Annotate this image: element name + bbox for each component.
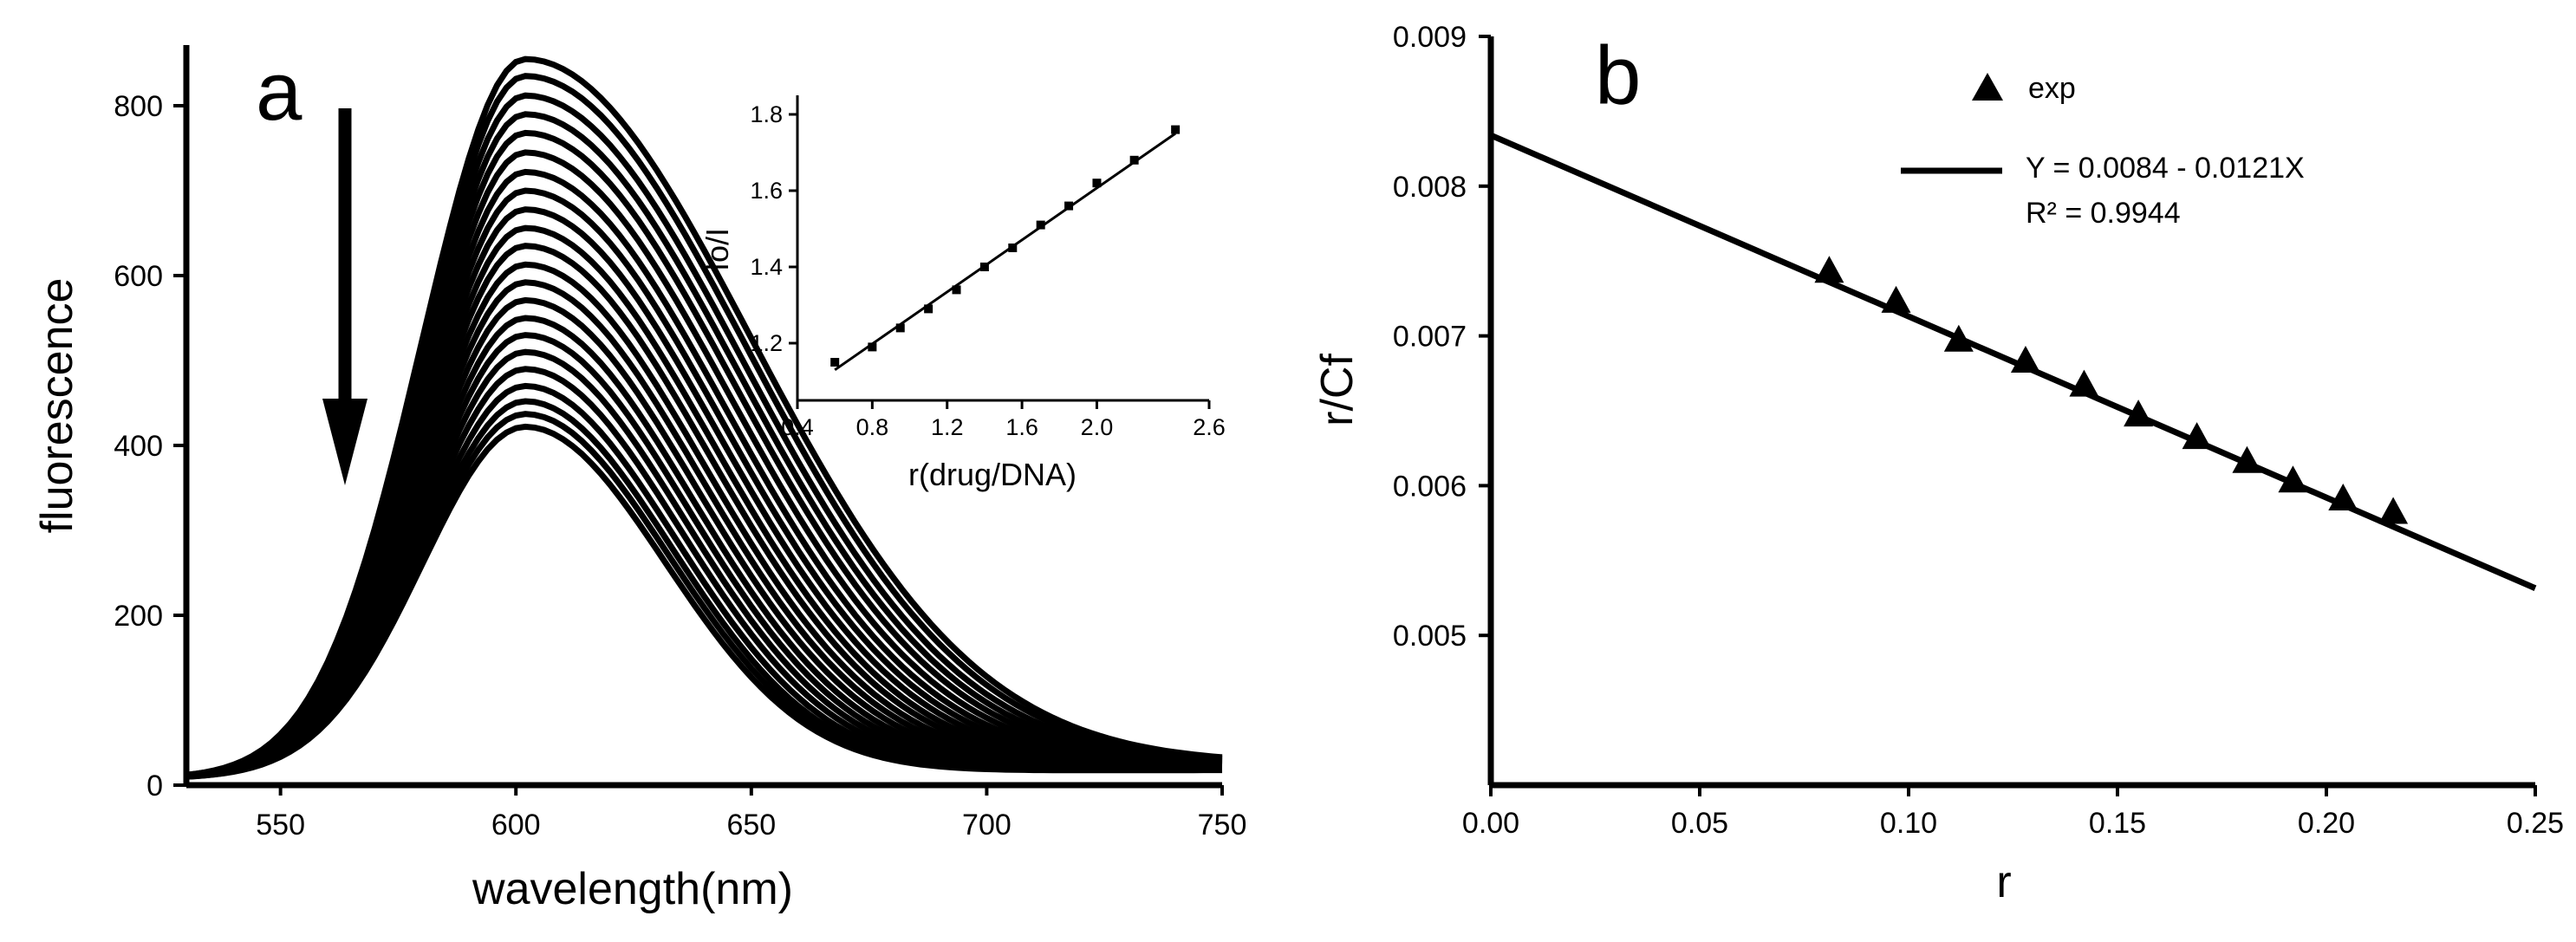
y-tick-label-b: 0.008 bbox=[1393, 171, 1467, 204]
exp-point bbox=[1943, 324, 1974, 352]
x-tick-label-a: 750 bbox=[1198, 809, 1247, 841]
inset-y-tick-label: 1.4 bbox=[750, 254, 783, 280]
exp-point bbox=[2010, 345, 2040, 373]
inset-y-tick-label: 1.2 bbox=[750, 330, 783, 356]
inset-y-tick-label: 1.8 bbox=[750, 101, 783, 127]
panel-label-a: a bbox=[256, 45, 302, 138]
y-ticks-b: 0.005 0.006 0.007 0.008 0.009 bbox=[1393, 21, 1491, 653]
inset-point bbox=[952, 285, 961, 295]
exp-point bbox=[2232, 445, 2262, 473]
inset-point bbox=[979, 263, 989, 271]
inset-y-ticks: 1.2 1.4 1.6 1.8 bbox=[750, 101, 797, 356]
inset-point bbox=[830, 358, 840, 367]
exp-point bbox=[2278, 465, 2308, 493]
y-tick-label-b: 0.009 bbox=[1393, 21, 1467, 54]
inset-point bbox=[1171, 125, 1181, 134]
inset-x-tick-label: 2.0 bbox=[1081, 414, 1114, 440]
x-ticks-a: 550 600 650 700 750 bbox=[256, 785, 1246, 841]
panel-a: 550 600 650 700 750 0 200 400 600 800 wavelength… bbox=[32, 45, 1246, 914]
inset-point bbox=[1008, 244, 1018, 252]
inset-y-tick-label: 1.6 bbox=[750, 178, 783, 204]
exp-point bbox=[2328, 483, 2358, 510]
y-tick-label-a: 0 bbox=[146, 770, 163, 802]
exp-point bbox=[2124, 400, 2154, 427]
inset-points bbox=[830, 125, 1181, 367]
y-tick-label-a: 400 bbox=[114, 430, 163, 463]
x-tick-label-a: 650 bbox=[726, 809, 776, 841]
spectra-curves bbox=[185, 55, 1223, 780]
inset-y-title: Io/I bbox=[699, 228, 735, 271]
y-tick-label-a: 200 bbox=[114, 600, 163, 633]
inset-point bbox=[1064, 201, 1074, 211]
legend: exp Y = 0.0084 - 0.0121X R² = 0.9944 bbox=[1901, 72, 2305, 230]
legend-triangle-icon bbox=[1972, 73, 2003, 101]
inset-x-tick-label: 2.6 bbox=[1193, 414, 1226, 440]
y-tick-label-a: 800 bbox=[114, 90, 163, 123]
inset-x-tick-label: 0.4 bbox=[781, 414, 814, 440]
x-ticks-b: 0.00 0.05 0.10 0.15 0.20 0.25 bbox=[1462, 785, 2564, 840]
y-tick-label-a: 600 bbox=[114, 260, 163, 293]
y-axis-title-b: r/Cf bbox=[1312, 354, 1363, 426]
inset-point bbox=[1092, 179, 1102, 188]
x-axis-title-b: r bbox=[1996, 857, 2011, 907]
inset-chart: 0.4 0.8 1.2 1.6 2.0 2.6 1.2 1.4 1.6 1.8 r(drug/D… bbox=[699, 95, 1226, 492]
fit-line-segment bbox=[1489, 132, 2537, 591]
y-ticks-a: 0 200 400 600 800 bbox=[114, 90, 186, 802]
x-tick-label-b: 0.20 bbox=[2298, 807, 2355, 840]
exp-point bbox=[2182, 422, 2212, 450]
x-tick-label-a: 600 bbox=[491, 809, 541, 841]
exp-point bbox=[1814, 256, 1844, 283]
inset-x-ticks: 0.4 0.8 1.2 1.6 2.0 2.6 bbox=[781, 400, 1226, 440]
inset-point bbox=[924, 304, 933, 314]
fit-line-b bbox=[1489, 132, 2537, 591]
inset-fit-segment bbox=[834, 132, 1176, 372]
exp-point bbox=[2069, 369, 2099, 397]
inset-x-title: r(drug/DNA) bbox=[908, 457, 1077, 492]
x-tick-label-b: 0.15 bbox=[2089, 807, 2146, 840]
decrease-arrow bbox=[322, 108, 368, 485]
x-axis-title-a: wavelength(nm) bbox=[472, 864, 793, 914]
x-tick-label-b: 0.10 bbox=[1880, 807, 1937, 840]
inset-point bbox=[895, 323, 905, 333]
inset-point bbox=[1129, 155, 1139, 165]
inset-point bbox=[1036, 220, 1045, 230]
inset-x-tick-label: 1.2 bbox=[931, 414, 964, 440]
y-axis-title-a: fluorescence bbox=[32, 278, 82, 534]
inset-x-tick-label: 0.8 bbox=[856, 414, 889, 440]
inset-point bbox=[868, 342, 877, 352]
legend-exp-label: exp bbox=[2028, 72, 2076, 105]
legend-r2: R² = 0.9944 bbox=[2026, 197, 2181, 230]
inset-fit-line bbox=[834, 132, 1176, 372]
x-tick-label-b: 0.25 bbox=[2507, 807, 2564, 840]
exp-point bbox=[1881, 285, 1911, 313]
spectrum-line bbox=[185, 423, 1222, 780]
inset-x-tick-label: 1.6 bbox=[1005, 414, 1038, 440]
x-tick-label-b: 0.00 bbox=[1462, 807, 1519, 840]
panel-label-b: b bbox=[1595, 29, 1641, 122]
y-tick-label-b: 0.006 bbox=[1393, 470, 1467, 503]
x-tick-label-a: 700 bbox=[962, 809, 1012, 841]
legend-fit-equation: Y = 0.0084 - 0.0121X bbox=[2026, 152, 2305, 185]
exp-point bbox=[2378, 497, 2409, 524]
panel-b: 0.00 0.05 0.10 0.15 0.20 0.25 0.005 0.006 0.007… bbox=[1312, 21, 2564, 907]
y-tick-label-b: 0.005 bbox=[1393, 620, 1467, 653]
exp-points bbox=[1814, 256, 2409, 524]
x-tick-label-a: 550 bbox=[256, 809, 305, 841]
y-tick-label-b: 0.007 bbox=[1393, 321, 1467, 354]
x-tick-label-b: 0.05 bbox=[1671, 807, 1728, 840]
